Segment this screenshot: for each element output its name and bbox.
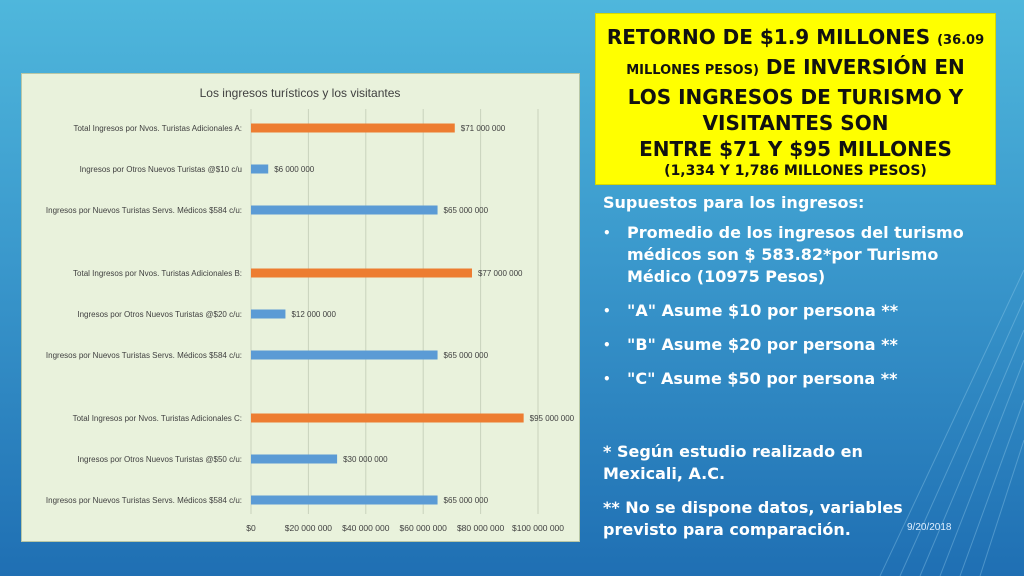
bar <box>251 350 438 360</box>
x-tick-label: $0 <box>246 523 256 533</box>
slide-date: 9/20/2018 <box>907 522 952 533</box>
x-tick-label: $80 000 000 <box>457 523 505 533</box>
assumptions-list: Promedio de los ingresos del turismo méd… <box>603 222 1003 390</box>
category-label: Ingresos por Nuevos Turistas Servs. Médi… <box>46 206 242 215</box>
category-label: Ingresos por Nuevos Turistas Servs. Médi… <box>46 351 242 360</box>
x-tick-label: $100 000 000 <box>512 523 564 533</box>
data-label: $6 000 000 <box>274 165 315 174</box>
bar-chart: Los ingresos turísticos y los visitantes… <box>21 73 580 542</box>
data-label: $71 000 000 <box>461 124 506 133</box>
x-tick-label: $20 000 000 <box>285 523 333 533</box>
footnote-2: ** No se dispone datos, variables previs… <box>603 498 903 539</box>
data-label: $77 000 000 <box>478 269 523 278</box>
headline-part1: RETORNO DE $1.9 MILLONES <box>606 25 938 49</box>
assumptions-heading: Supuestos para los ingresos: <box>603 193 865 212</box>
bar <box>251 123 455 133</box>
bar <box>251 268 472 278</box>
chart-title: Los ingresos turísticos y los visitantes <box>200 86 401 100</box>
data-label: $65 000 000 <box>444 206 489 215</box>
assumption-item: "B" Asume $20 por persona ** <box>603 334 1003 356</box>
bar <box>251 164 269 174</box>
category-label: Ingresos por Nuevos Turistas Servs. Médi… <box>46 496 242 505</box>
data-label: $65 000 000 <box>444 351 489 360</box>
x-tick-label: $60 000 000 <box>400 523 448 533</box>
category-label: Total Ingresos por Nvos. Turistas Adicio… <box>73 414 242 423</box>
category-label: Ingresos por Otros Nuevos Turistas @$10 … <box>80 165 242 174</box>
headline-part1-small: (36.09 <box>937 33 985 48</box>
bar <box>251 205 438 215</box>
headline-box: RETORNO DE $1.9 MILLONES (36.09 MILLONES… <box>595 13 996 185</box>
x-tick-label: $40 000 000 <box>342 523 390 533</box>
category-label: Total Ingresos por Nvos. Turistas Adicio… <box>73 124 242 133</box>
assumption-item: "A" Asume $10 por persona ** <box>603 300 1003 322</box>
data-label: $65 000 000 <box>444 496 489 505</box>
category-label: Total Ingresos por Nvos. Turistas Adicio… <box>73 269 242 278</box>
headline-line6: (1,334 Y 1,786 MILLONES PESOS) <box>664 163 927 179</box>
headline-line4: VISITANTES SON <box>702 111 889 135</box>
footnote-1: * Según estudio realizado en Mexicali, A… <box>603 442 863 483</box>
data-label: $95 000 000 <box>530 414 575 423</box>
chart-svg: Los ingresos turísticos y los visitantes… <box>46 86 575 533</box>
headline-line5: ENTRE $71 Y $95 MILLONES <box>639 137 952 161</box>
assumptions-panel: Supuestos para los ingresos: Promedio de… <box>603 192 1003 402</box>
headline-part2: DE INVERSIÓN EN <box>758 55 965 79</box>
data-label: $12 000 000 <box>291 310 336 319</box>
assumption-item: Promedio de los ingresos del turismo méd… <box>603 222 1003 288</box>
bar <box>251 495 438 505</box>
assumption-item: "C" Asume $50 por persona ** <box>603 368 1003 390</box>
headline-part2-small: MILLONES PESOS) <box>626 63 759 78</box>
bar <box>251 413 524 423</box>
category-label: Ingresos por Otros Nuevos Turistas @$20 … <box>77 310 242 319</box>
bar <box>251 454 338 464</box>
bar <box>251 309 286 319</box>
category-label: Ingresos por Otros Nuevos Turistas @$50 … <box>77 455 242 464</box>
data-label: $30 000 000 <box>343 455 388 464</box>
headline-line3: LOS INGRESOS DE TURISMO Y <box>627 85 964 109</box>
